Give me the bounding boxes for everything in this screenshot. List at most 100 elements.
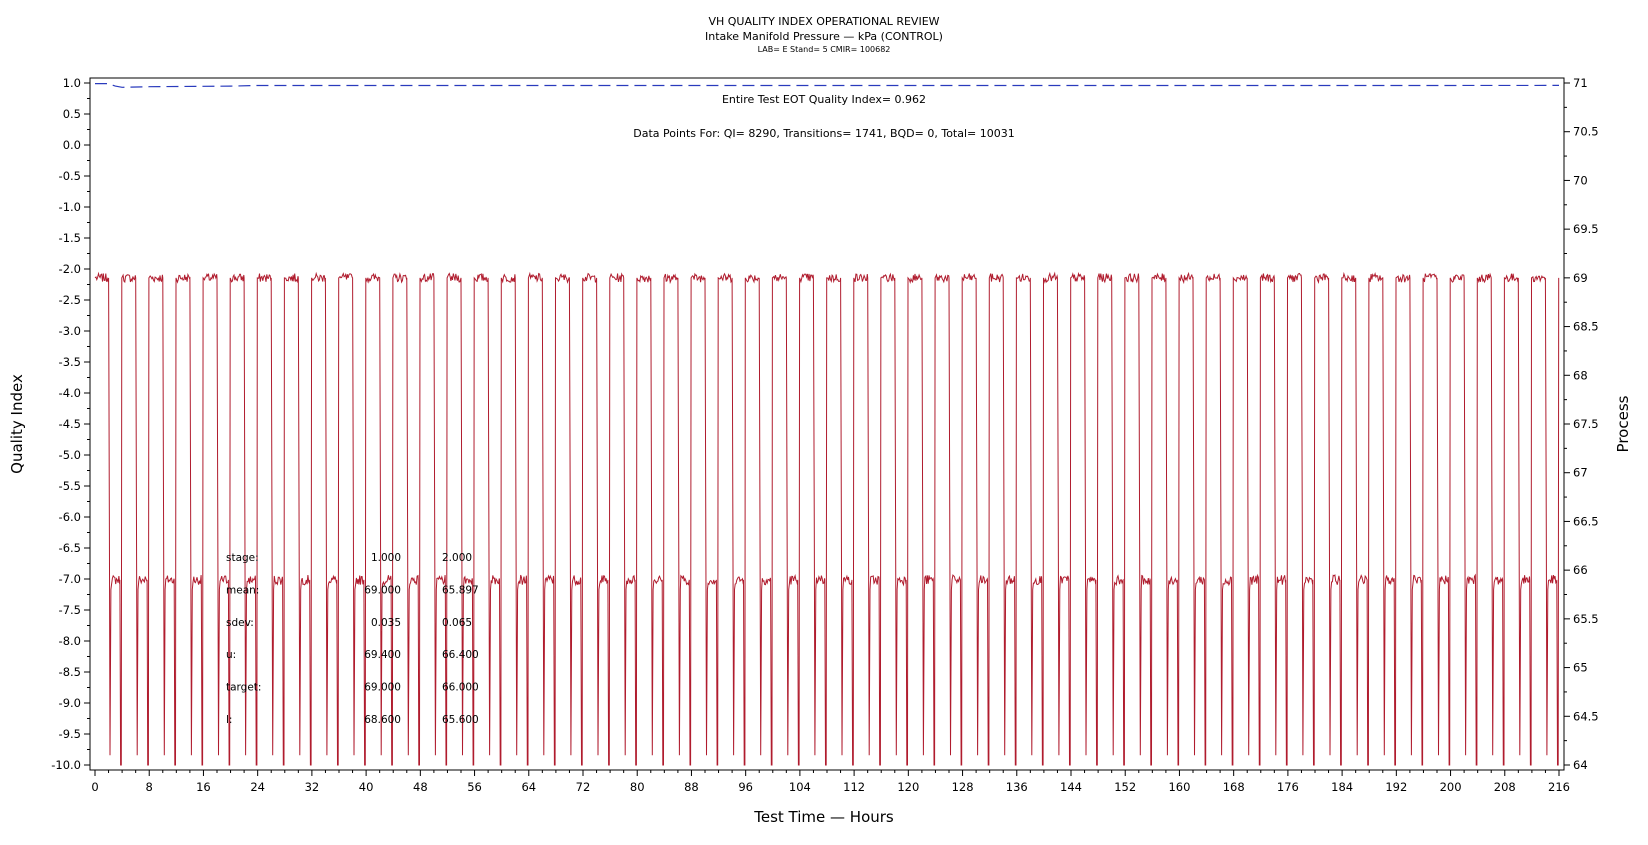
y-tick-label: -7.5	[59, 603, 81, 617]
left-axis: 1.0 0.5 0.0 -0.5 -1.0 -1.5 -2.0 -2.5 -3.0 -3.5 -4.…	[51, 76, 90, 772]
y-tick-label: -10.0	[51, 758, 81, 772]
stat-value-stage1: 68.600	[364, 714, 401, 726]
x-axis-label: Test Time — Hours	[753, 808, 894, 826]
stat-label: target:	[226, 682, 261, 694]
chart-subtitle: Intake Manifold Pressure — kPa (CONTROL)	[705, 30, 943, 43]
stat-value-stage2: 65.897	[442, 584, 479, 596]
stat-value-stage1: 0.035	[371, 617, 401, 629]
x-tick-label: 104	[789, 780, 811, 794]
x-tick-label: 120	[897, 780, 919, 794]
y-tick-label: -4.0	[59, 386, 81, 400]
stat-value-stage2: 65.600	[442, 714, 479, 726]
y2-tick-label: 69.5	[1573, 222, 1599, 236]
x-tick-label: 40	[359, 780, 374, 794]
x-tick-label: 80	[630, 780, 645, 794]
chart-header: VH QUALITY INDEX OPERATIONAL REVIEW Inta…	[705, 15, 943, 54]
data-points-summary: Data Points For: QI= 8290, Transitions= …	[633, 127, 1015, 140]
y-tick-label: -6.0	[59, 510, 81, 524]
y2-tick-label: 70.5	[1573, 125, 1599, 139]
x-tick-label: 160	[1168, 780, 1190, 794]
x-tick-label: 48	[413, 780, 428, 794]
x-tick-label: 136	[1006, 780, 1028, 794]
y2-tick-label: 65.5	[1573, 612, 1599, 626]
x-tick-label: 144	[1060, 780, 1082, 794]
x-tick-label: 96	[738, 780, 753, 794]
y2-tick-label: 71	[1573, 76, 1588, 90]
x-tick-label: 128	[952, 780, 974, 794]
process-line	[94, 271, 1560, 766]
y2-axis-label: Process	[1614, 395, 1632, 452]
stat-label: stage:	[226, 552, 259, 564]
y-tick-label: -4.5	[59, 417, 81, 431]
series-layer	[94, 82, 1560, 766]
y2-tick-label: 68	[1573, 368, 1588, 382]
y-tick-label: -3.0	[59, 324, 81, 338]
stat-value-stage1: 69.000	[364, 584, 401, 596]
stat-value-stage2: 0.065	[442, 617, 472, 629]
x-tick-label: 64	[521, 780, 536, 794]
y-tick-label: -9.5	[59, 727, 81, 741]
chart-title: VH QUALITY INDEX OPERATIONAL REVIEW	[708, 15, 939, 28]
x-tick-label: 216	[1548, 780, 1570, 794]
y-tick-label: -2.5	[59, 293, 81, 307]
x-tick-label: 24	[250, 780, 265, 794]
y2-tick-label: 64.5	[1573, 709, 1599, 723]
stat-value-stage2: 66.400	[442, 649, 479, 661]
stat-value-stage1: 69.000	[364, 682, 401, 694]
y2-tick-label: 68.5	[1573, 320, 1599, 334]
y2-tick-label: 66.5	[1573, 514, 1599, 528]
y-tick-label: -1.5	[59, 231, 81, 245]
x-tick-label: 184	[1331, 780, 1353, 794]
y2-tick-label: 66	[1573, 563, 1588, 577]
x-tick-label: 176	[1277, 780, 1299, 794]
quality-index-line	[95, 82, 1560, 88]
lab-line: LAB= E Stand= 5 CMIR= 100682	[758, 45, 891, 54]
y2-tick-label: 67.5	[1573, 417, 1599, 431]
y-tick-label: -8.0	[59, 634, 81, 648]
y-axis-label: Quality Index	[8, 374, 26, 474]
x-tick-label: 56	[467, 780, 482, 794]
y2-tick-label: 64	[1573, 758, 1588, 772]
y2-tick-label: 69	[1573, 271, 1588, 285]
stats-table: stage: 1.000 2.000 mean: 69.000 65.897 sdev: 0.…	[226, 552, 479, 726]
annotation-group: Entire Test EOT Quality Index= 0.962 Dat…	[633, 93, 1015, 140]
x-tick-label: 152	[1114, 780, 1136, 794]
y-tick-label: 0.0	[63, 138, 81, 152]
y-tick-label: 1.0	[63, 76, 81, 90]
x-tick-label: 168	[1223, 780, 1245, 794]
stat-value-stage2: 2.000	[442, 552, 472, 564]
x-tick-label: 32	[305, 780, 320, 794]
y-tick-label: -9.0	[59, 696, 81, 710]
stat-value-stage1: 1.000	[371, 552, 401, 564]
y-tick-label: 0.5	[63, 107, 81, 121]
x-tick-label: 192	[1385, 780, 1407, 794]
x-tick-label: 0	[91, 780, 98, 794]
bottom-axis: 0 8 16 24 32 40 48 56 64 72 80 88 96 104 112 120 128 136 1…	[91, 770, 1570, 794]
x-tick-label: 16	[196, 780, 211, 794]
y-tick-label: -3.5	[59, 355, 81, 369]
stat-label: mean:	[226, 584, 259, 596]
x-tick-label: 88	[684, 780, 699, 794]
y-tick-label: -2.0	[59, 262, 81, 276]
x-tick-label: 8	[146, 780, 153, 794]
y-tick-label: -5.5	[59, 479, 81, 493]
y-tick-label: -1.0	[59, 200, 81, 214]
y2-tick-label: 65	[1573, 661, 1588, 675]
y2-tick-label: 67	[1573, 466, 1588, 480]
stat-label: sdev:	[226, 617, 254, 629]
stat-value-stage2: 66.000	[442, 682, 479, 694]
x-tick-label: 112	[843, 780, 865, 794]
y-tick-label: -7.0	[59, 572, 81, 586]
eot-quality-index: Entire Test EOT Quality Index= 0.962	[722, 93, 926, 106]
right-axis: 71 70.5 70 69.5 69 68.5 68 67.5 67 66.5 66 65.5 65 64…	[1564, 76, 1599, 772]
y2-tick-label: 70	[1573, 173, 1588, 187]
stat-value-stage1: 69.400	[364, 649, 401, 661]
y-tick-label: -0.5	[59, 169, 81, 183]
stat-label: l:	[226, 714, 232, 726]
y-tick-label: -6.5	[59, 541, 81, 555]
y-tick-label: -8.5	[59, 665, 81, 679]
x-tick-label: 208	[1494, 780, 1516, 794]
stat-label: u:	[226, 649, 236, 661]
x-tick-label: 72	[576, 780, 591, 794]
